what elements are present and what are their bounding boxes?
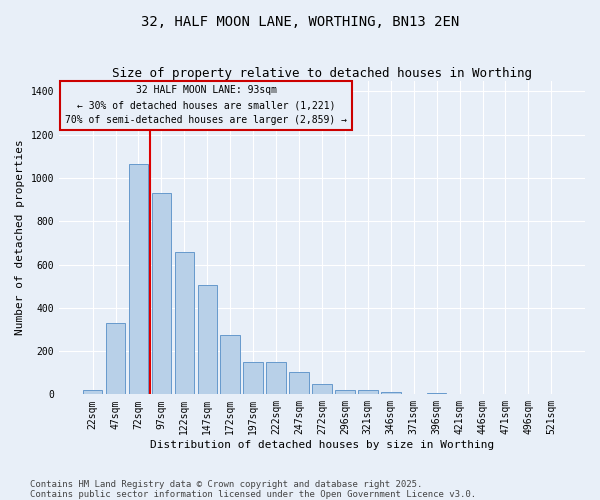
- Bar: [427, 392, 446, 394]
- Bar: [312, 384, 332, 394]
- Bar: [106, 323, 125, 394]
- Bar: [197, 285, 217, 395]
- Bar: [335, 390, 355, 394]
- Bar: [244, 362, 263, 394]
- Bar: [266, 362, 286, 394]
- Bar: [381, 392, 401, 394]
- Y-axis label: Number of detached properties: Number of detached properties: [15, 140, 25, 336]
- Bar: [175, 252, 194, 394]
- Bar: [129, 164, 148, 394]
- Text: 32 HALF MOON LANE: 93sqm
← 30% of detached houses are smaller (1,221)
70% of sem: 32 HALF MOON LANE: 93sqm ← 30% of detach…: [65, 86, 347, 125]
- Bar: [358, 390, 377, 394]
- Bar: [83, 390, 103, 394]
- X-axis label: Distribution of detached houses by size in Worthing: Distribution of detached houses by size …: [150, 440, 494, 450]
- Bar: [152, 193, 171, 394]
- Bar: [289, 372, 309, 394]
- Title: Size of property relative to detached houses in Worthing: Size of property relative to detached ho…: [112, 66, 532, 80]
- Text: 32, HALF MOON LANE, WORTHING, BN13 2EN: 32, HALF MOON LANE, WORTHING, BN13 2EN: [141, 15, 459, 29]
- Bar: [220, 335, 240, 394]
- Text: Contains HM Land Registry data © Crown copyright and database right 2025.
Contai: Contains HM Land Registry data © Crown c…: [30, 480, 476, 499]
